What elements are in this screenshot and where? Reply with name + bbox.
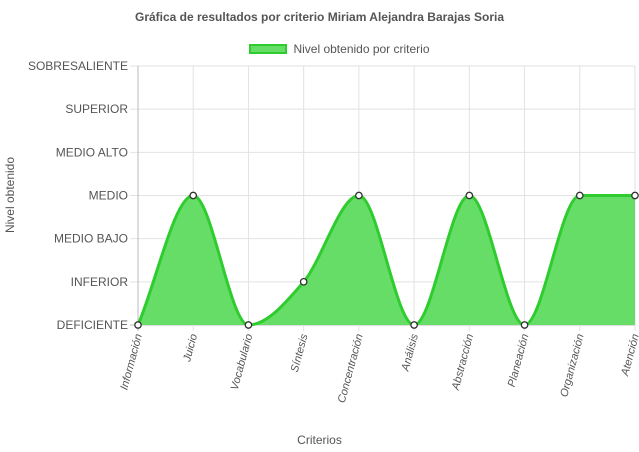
data-points	[134, 191, 639, 329]
x-tick-label: Análisis	[399, 332, 421, 373]
x-tick-labels: Información Juicio Vocabulario Síntesis Conc…	[118, 332, 639, 404]
y-tick-label: MEDIO	[89, 189, 128, 203]
data-point[interactable]	[355, 191, 363, 200]
chart-title: Gráfica de resultados por criterio Miria…	[134, 10, 505, 24]
legend-swatch[interactable]	[249, 44, 288, 54]
data-point[interactable]	[410, 321, 418, 329]
x-tick-label: Información	[118, 333, 144, 392]
x-axis-title: Criterios	[297, 433, 342, 447]
series-area	[136, 193, 635, 327]
x-tick-label: Abstracción	[450, 333, 477, 393]
data-point[interactable]	[299, 277, 308, 286]
y-tick-labels: DEFICIENTE INFERIOR MEDIO BAJO MEDIO MEDIO A…	[28, 59, 128, 332]
legend-label[interactable]: Nivel obtenido por criterio	[293, 42, 430, 56]
y-tick-label: MEDIO ALTO	[56, 145, 128, 159]
y-tick-label: SUPERIOR	[65, 102, 128, 116]
x-tick-label: Juicio	[181, 333, 200, 364]
x-tick-label: Vocabulario	[229, 333, 256, 392]
x-tick-label: Concentración	[336, 333, 366, 405]
x-tick-label: Organización	[558, 333, 586, 399]
x-tick-label: Síntesis	[289, 332, 311, 373]
legend[interactable]: Nivel obtenido por criterio	[0, 42, 639, 56]
y-tick-label: DEFICIENTE	[57, 318, 128, 332]
data-point[interactable]	[244, 321, 253, 329]
y-tick-label: MEDIO BAJO	[54, 232, 128, 246]
y-tick-label: INFERIOR	[71, 275, 129, 289]
data-point[interactable]	[575, 191, 584, 200]
data-point[interactable]	[465, 191, 474, 200]
data-point[interactable]	[520, 321, 529, 329]
series-line	[136, 193, 635, 327]
y-tick-label: SOBRESALIENTE	[28, 59, 128, 73]
data-point[interactable]	[631, 191, 639, 200]
x-tick-label: Planeación	[506, 333, 532, 389]
x-tick-label: Atención	[619, 333, 639, 378]
data-point[interactable]	[189, 191, 198, 200]
data-point[interactable]	[134, 321, 142, 329]
